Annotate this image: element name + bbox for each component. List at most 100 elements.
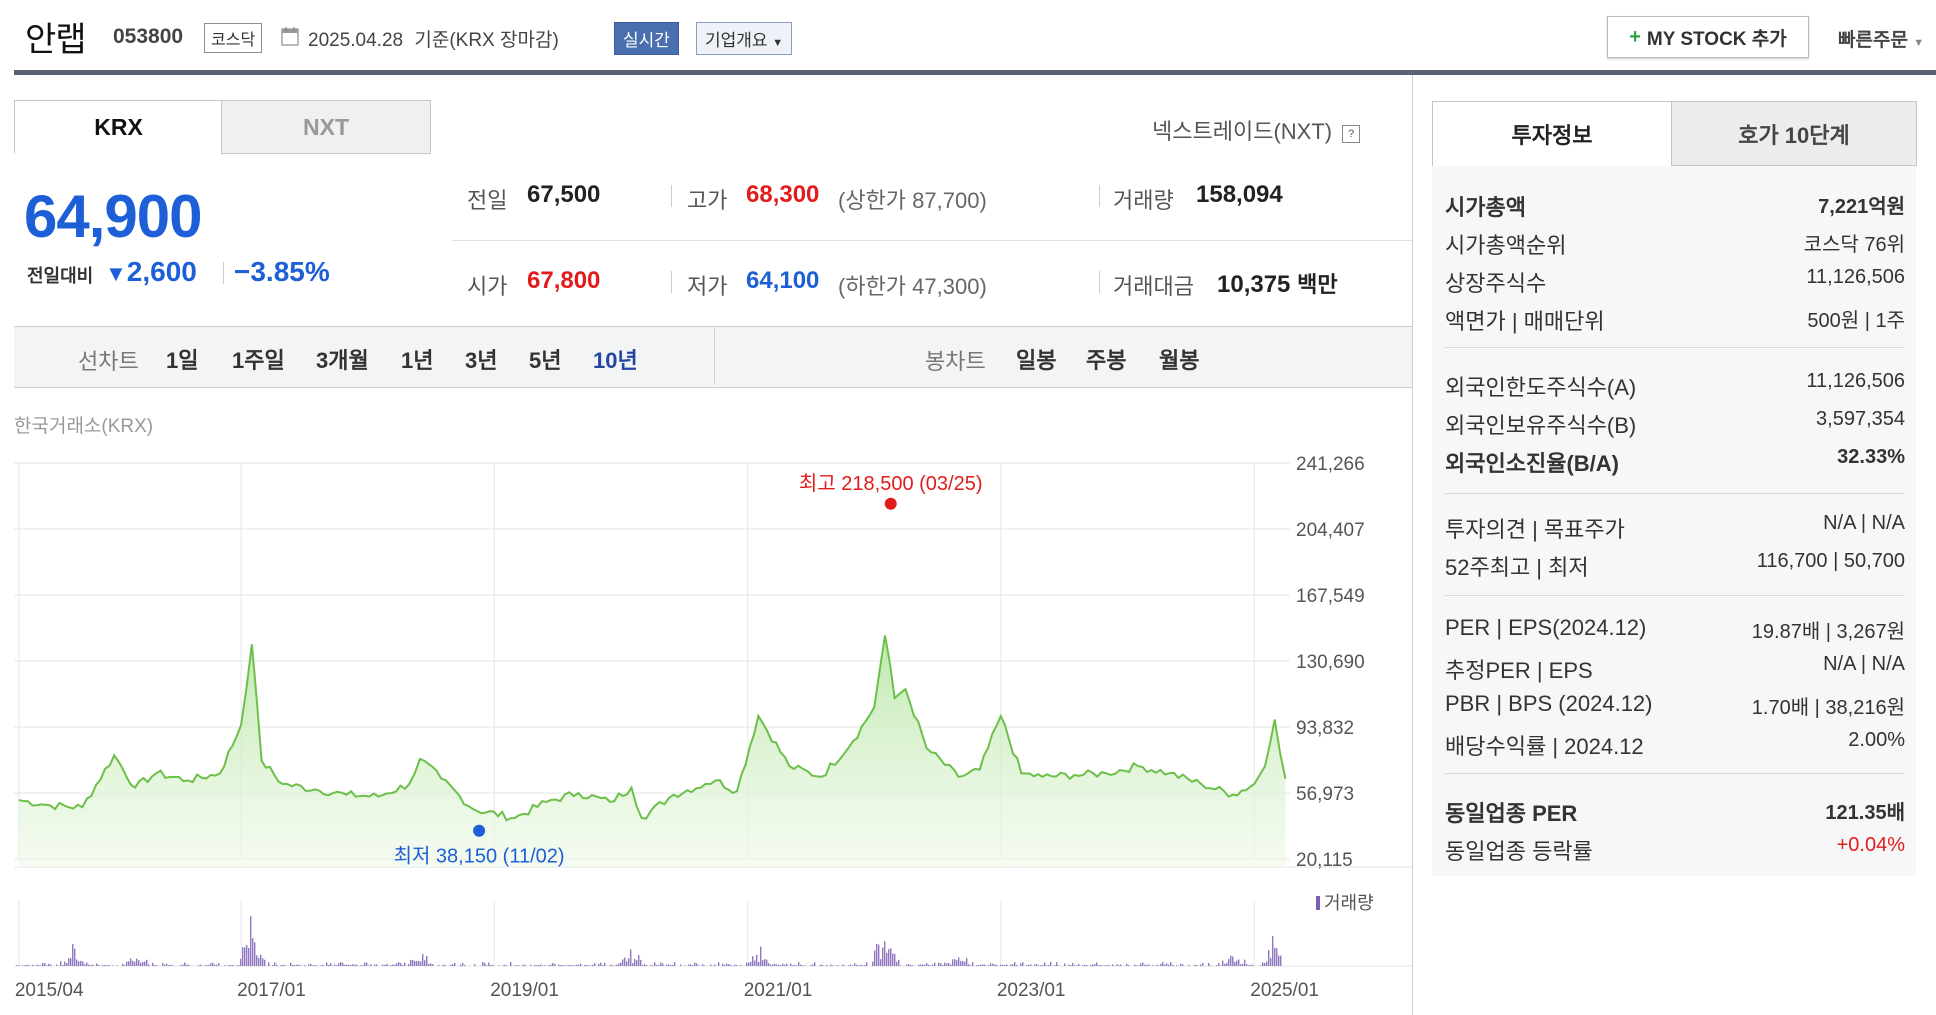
volume-bar [1022,962,1024,966]
volume-bar [1048,965,1050,966]
volume-bar [690,964,692,966]
volume-bar [296,964,298,966]
company-overview-button[interactable]: 기업개요 ▼ [696,22,793,55]
volume-bar [672,964,674,966]
volume-bar [1274,947,1276,966]
volume-bar [1036,964,1038,966]
volume-bar [342,962,344,966]
volume-bar [1112,964,1114,966]
volume-bar [1020,963,1022,966]
volume-bar [1220,965,1222,966]
volume-bar [1040,965,1042,966]
volume-bar [802,965,804,966]
invest-info-row: 외국인소진율(B/A) 32.33% [1445,446,1905,476]
quick-order-button[interactable]: 빠른주문 ▼ [1838,25,1924,52]
invest-info-row: 배당수익률 | 2024.12 2.00% [1445,729,1905,759]
volume-bar [668,964,670,966]
volume-bar [126,961,128,966]
invest-info-value: 116,700 | 50,700 [1756,550,1905,572]
tab-nxt[interactable]: NXT [221,100,431,154]
volume-bar [1028,964,1030,966]
candle-daily[interactable]: 일봉 [1016,348,1057,373]
volume-bar [102,964,104,966]
volume-bar [282,964,284,966]
volume-bar [568,965,570,966]
volume-bar [424,960,426,966]
volume-bar [970,965,972,966]
period-10y[interactable]: 10년 [593,348,638,373]
volume-bar [932,964,934,966]
volume-bar [416,961,418,966]
volume-bar [772,964,774,966]
tab-invest-info[interactable]: 투자정보 [1432,101,1672,166]
volume-bar [1058,965,1060,966]
period-1d[interactable]: 1일 [166,348,199,373]
volume-bar [462,962,464,966]
volume-bar [18,965,20,966]
period-3y[interactable]: 3년 [465,348,498,373]
volume-bar [482,962,484,966]
nxt-info-link[interactable]: 넥스트레이드(NXT) ? [1152,114,1361,146]
volume-bar [710,964,712,966]
period-3m[interactable]: 3개월 [316,348,369,373]
volume-bar [1202,963,1204,966]
volume-bar [1104,965,1106,966]
volume-bar [804,965,806,966]
period-5y[interactable]: 5년 [529,348,562,373]
market-badge: 코스닥 [204,23,263,53]
volume-bar [600,962,602,966]
volume-bar [954,959,956,966]
volume-bar [442,964,444,966]
volume-bar [408,964,410,966]
volume-bar [166,963,168,966]
tab-krx[interactable]: KRX [14,100,223,154]
right-panel-tabs: 투자정보 호가 10단계 [1432,101,1917,166]
current-price: 64,900 [24,183,203,250]
volume-bar [570,964,572,966]
volume-bar [242,947,244,966]
volume-bar [736,965,738,966]
panel-section-divider [1445,773,1905,774]
volume-bar [1004,965,1006,966]
invest-info-value: 32.33% [1837,446,1905,468]
volume-bar [492,964,494,966]
volume-bar [1280,955,1282,966]
volume-bar [420,961,422,966]
volume-bar [908,964,910,966]
volume-bar [1156,964,1158,966]
volume-bar [208,965,210,966]
volume-bar [1030,964,1032,966]
volume-bar [394,964,396,966]
dropdown-arrow-icon: ▼ [1913,37,1925,49]
volume-bar [784,964,786,966]
volume-bar [658,965,660,966]
tab-hoga[interactable]: 호가 10단계 [1671,101,1917,166]
volume-bar [60,961,62,966]
volume-bar [486,965,488,966]
candle-monthly[interactable]: 월봉 [1159,348,1200,373]
invest-info-value: 121.35배 [1825,802,1905,824]
x-tick-label: 2021/01 [744,980,813,1001]
volume-bar [820,964,822,966]
volume-bar [906,964,908,966]
realtime-button[interactable]: 실시간 [614,22,679,55]
period-1y[interactable]: 1년 [401,348,434,373]
volume-bar [548,965,550,966]
volume-bar [354,964,356,966]
volume-bar [790,963,792,966]
volume-bar [794,964,796,966]
add-mystock-button[interactable]: + MY STOCK 추가 [1607,16,1809,58]
period-1w[interactable]: 1주일 [232,348,285,373]
volume-bar [328,964,330,966]
volume-bar [218,963,220,966]
volume-bar [550,964,552,966]
volume-bar [44,963,46,966]
volume-bar [646,965,648,966]
volume-bar [886,952,888,966]
volume-bar [1176,965,1178,966]
volume-bar [562,965,564,966]
candle-weekly[interactable]: 주봉 [1086,348,1127,373]
volume-bar [884,941,886,966]
volume-bar [654,962,656,966]
volume-bar [1126,963,1128,966]
